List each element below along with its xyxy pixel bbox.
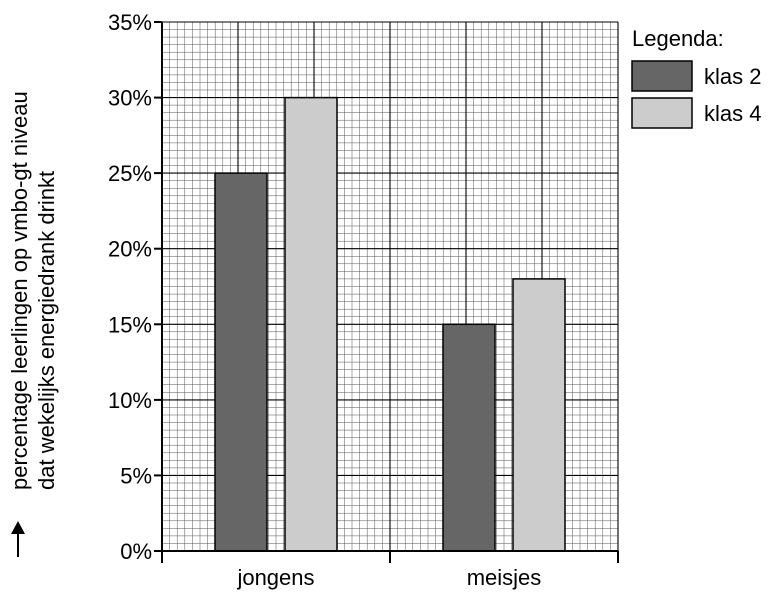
bar-meisjes-klas-2 (442, 323, 496, 552)
y-axis-label-line1: percentage leerlingen op vmbo-gt niveau (7, 91, 32, 490)
y-tick-label: 0% (120, 539, 152, 564)
y-tick-label: 20% (108, 237, 152, 262)
legend-label-klas-2: klas 2 (704, 64, 761, 89)
x-tick-label-jongens: jongens (236, 565, 314, 590)
y-tick-labels: 0% 5% 10% 15% 20% 25% 30% 35% (108, 10, 152, 564)
y-tick-label: 15% (108, 312, 152, 337)
y-tick-label: 10% (108, 388, 152, 413)
legend-swatch-klas-2 (631, 60, 693, 92)
legend: Legenda: klas 2 klas 4 (631, 26, 761, 129)
bar-jongens-klas-2 (214, 172, 268, 552)
arrow-up-icon (11, 521, 25, 557)
legend-title: Legenda: (632, 26, 724, 51)
x-tick-labels: jongens meisjes (236, 565, 541, 590)
y-tick-label: 25% (108, 161, 152, 186)
bars (214, 96, 566, 552)
y-tick-label: 35% (108, 10, 152, 35)
axes (154, 21, 619, 563)
legend-label-klas-4: klas 4 (704, 101, 761, 126)
y-axis-label-line2: dat wekelijks energiedrank drinkt (34, 171, 59, 490)
bar-jongens-klas-4 (284, 96, 338, 552)
y-axis-label: percentage leerlingen op vmbo-gt niveau … (7, 91, 59, 557)
legend-swatch-klas-4 (631, 97, 693, 129)
y-tick-label: 5% (120, 463, 152, 488)
bar-meisjes-klas-4 (512, 278, 566, 552)
y-tick-label: 30% (108, 86, 152, 111)
x-tick-label-meisjes: meisjes (467, 565, 542, 590)
